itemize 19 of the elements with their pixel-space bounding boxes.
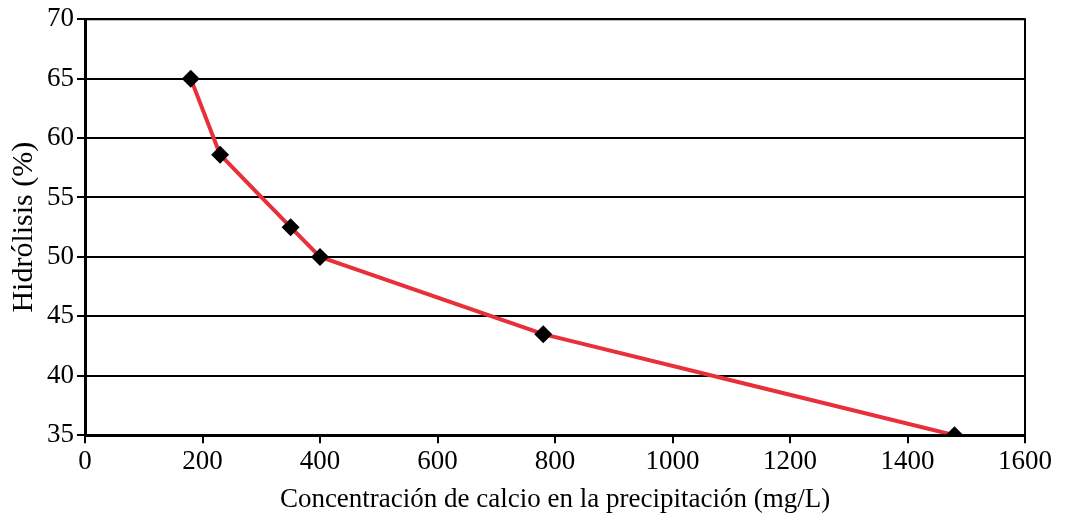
y-tick-label: 55 [47, 180, 74, 211]
y-tick-label: 45 [47, 299, 74, 330]
x-tick-label: 1400 [880, 445, 935, 476]
y-tick-label: 70 [47, 2, 74, 33]
y-axis-title: Hidrólisis (%) [4, 141, 39, 313]
x-tick-label: 1600 [998, 445, 1052, 476]
y-tick-label: 35 [47, 418, 74, 449]
x-tick-label: 1200 [763, 445, 817, 476]
x-tick-label: 200 [182, 445, 223, 476]
y-tick-label: 40 [47, 358, 74, 389]
x-tick-label: 0 [78, 445, 92, 476]
y-tick-label: 60 [47, 121, 74, 152]
x-tick-label: 1000 [645, 445, 700, 476]
y-tick-label: 50 [47, 240, 74, 271]
x-axis-title: Concentración de calcio en la precipitación (mg/L) [279, 482, 831, 513]
y-tick-label: 65 [47, 61, 74, 92]
x-tick-label: 400 [299, 445, 341, 476]
x-tick-label: 800 [534, 445, 576, 476]
x-tick-label: 600 [417, 445, 458, 476]
